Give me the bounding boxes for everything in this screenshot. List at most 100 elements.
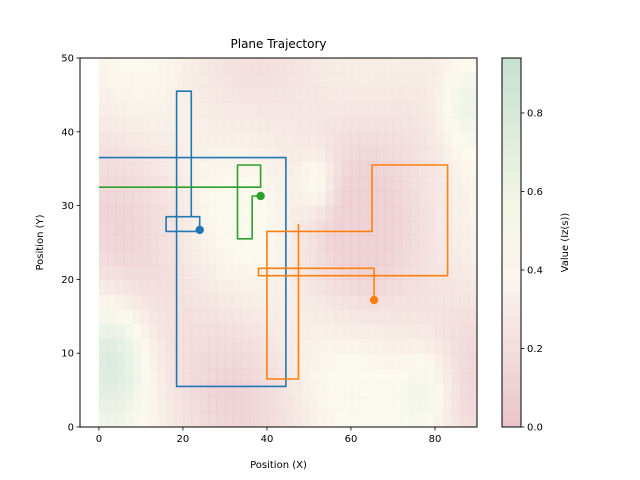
heatmap-cell <box>191 397 201 413</box>
heatmap-cell <box>342 338 352 354</box>
heatmap-cell <box>115 176 125 192</box>
heatmap-cell <box>359 279 369 295</box>
heatmap-cell <box>115 279 125 295</box>
heatmap-cell <box>233 235 243 251</box>
heatmap-cell <box>409 87 419 103</box>
heatmap-cell <box>182 161 192 177</box>
heatmap-cell <box>384 102 394 118</box>
heatmap-cell <box>174 235 184 251</box>
heatmap-cell <box>460 87 470 103</box>
heatmap-cell <box>208 367 218 384</box>
heatmap-cell <box>149 72 159 89</box>
heatmap-cell <box>367 412 377 427</box>
heatmap-cell <box>266 117 276 133</box>
heatmap-cell <box>107 323 117 340</box>
heatmap-cell <box>166 294 176 310</box>
heatmap-cell <box>140 279 150 295</box>
heatmap-cell <box>418 220 428 236</box>
heatmap-cell <box>434 382 444 399</box>
heatmap-cell <box>392 397 402 413</box>
heatmap-cell <box>98 190 108 207</box>
heatmap-cell <box>208 146 218 162</box>
heatmap-cell <box>149 146 159 162</box>
heatmap-cell <box>191 308 201 325</box>
heatmap-cell <box>325 367 335 384</box>
heatmap-cell <box>409 367 419 384</box>
heatmap-cell <box>443 323 453 340</box>
heatmap-cell <box>325 146 335 162</box>
heatmap-cell <box>224 72 234 89</box>
heatmap-cell <box>224 102 234 118</box>
heatmap-cell <box>107 353 117 369</box>
heatmap-cell <box>392 58 402 74</box>
heatmap-cell <box>443 279 453 295</box>
heatmap-cell <box>166 338 176 354</box>
heatmap-cell <box>266 220 276 236</box>
heatmap-cell <box>350 72 360 89</box>
heatmap-cell <box>392 412 402 427</box>
heatmap-cell <box>308 249 318 266</box>
heatmap-cell <box>208 72 218 89</box>
heatmap-cell <box>384 264 394 280</box>
heatmap-cell <box>376 412 386 427</box>
heatmap-cell <box>258 205 268 221</box>
heatmap-cell <box>266 146 276 162</box>
heatmap-cell <box>124 205 134 221</box>
heatmap-cell <box>317 161 327 177</box>
heatmap-cell <box>224 131 234 148</box>
heatmap-cell <box>275 146 285 162</box>
heatmap-cell <box>107 220 117 236</box>
heatmap-cell <box>149 353 159 369</box>
heatmap-cell <box>401 308 411 325</box>
heatmap-cell <box>350 176 360 192</box>
heatmap-cell <box>124 249 134 266</box>
heatmap-cell <box>367 131 377 148</box>
heatmap-cell <box>98 353 108 369</box>
heatmap-cell <box>140 131 150 148</box>
heatmap-cell <box>216 249 226 266</box>
heatmap-cell <box>426 235 436 251</box>
heatmap-cell <box>174 220 184 236</box>
heatmap-cell <box>250 382 260 399</box>
heatmap-cell <box>174 367 184 384</box>
heatmap-cell <box>468 220 477 236</box>
heatmap-cell <box>376 249 386 266</box>
heatmap-cell <box>266 58 276 74</box>
heatmap-cell <box>182 249 192 266</box>
heatmap-cell <box>460 367 470 384</box>
heatmap-cell <box>98 176 108 192</box>
heatmap-cell <box>401 146 411 162</box>
heatmap-cell <box>224 205 234 221</box>
heatmap-cell <box>149 294 159 310</box>
heatmap-cell <box>250 412 260 427</box>
heatmap-cell <box>224 58 234 74</box>
heatmap-cell <box>166 397 176 413</box>
heatmap-cell <box>216 87 226 103</box>
heatmap-cell <box>266 102 276 118</box>
heatmap-cell <box>182 279 192 295</box>
heatmap-cell <box>98 220 108 236</box>
heatmap-cell <box>199 338 209 354</box>
heatmap-cell <box>199 131 209 148</box>
heatmap-cell <box>376 338 386 354</box>
heatmap-cell <box>275 397 285 413</box>
heatmap-cell <box>292 205 302 221</box>
heatmap-cell <box>292 294 302 310</box>
heatmap-cell <box>132 397 142 413</box>
heatmap-cell <box>182 367 192 384</box>
heatmap-cell <box>359 205 369 221</box>
heatmap-cell <box>401 87 411 103</box>
heatmap-cell <box>216 161 226 177</box>
heatmap-cell <box>359 58 369 74</box>
x-tick-label: 40 <box>261 434 274 445</box>
heatmap-cell <box>359 353 369 369</box>
heatmap-cell <box>199 397 209 413</box>
heatmap-cell <box>191 205 201 221</box>
heatmap-cell <box>132 205 142 221</box>
x-axis: 0 20 40 60 80 <box>96 427 441 445</box>
heatmap-cell <box>107 264 117 280</box>
heatmap-cell <box>384 249 394 266</box>
heatmap-cell <box>124 176 134 192</box>
heatmap-cell <box>224 190 234 207</box>
heatmap-cell <box>124 367 134 384</box>
